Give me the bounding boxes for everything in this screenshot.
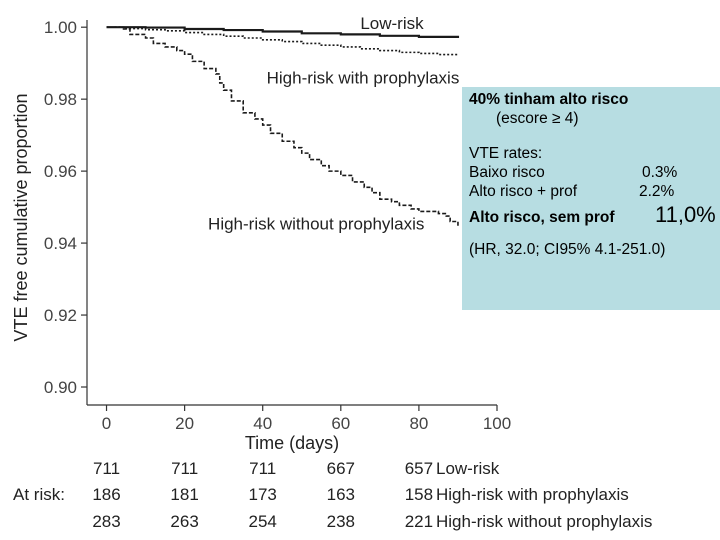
- y-tick-label: 0.98: [44, 90, 77, 109]
- at-risk-label: At risk:: [13, 485, 65, 504]
- at-risk-row-name: High-risk with prophylaxis: [436, 485, 629, 504]
- x-tick-label: 80: [409, 414, 428, 433]
- at-risk-count: 711: [171, 459, 198, 478]
- rate-label: Alto risco, sem prof: [469, 209, 615, 226]
- rate-value: 0.3%: [642, 164, 678, 181]
- x-tick-label: 60: [331, 414, 350, 433]
- y-tick-label: 0.90: [44, 378, 77, 397]
- curve-label-1: Low-risk: [360, 14, 424, 33]
- rate-row-prophylaxis: Alto risco + prof 2.2%: [469, 182, 720, 201]
- rate-label: Alto risco + prof: [469, 183, 578, 200]
- at-risk-count: 173: [249, 485, 277, 504]
- at-risk-count: 254: [249, 512, 277, 531]
- info-subtitle: (escore ≥ 4): [496, 110, 579, 127]
- at-risk-count: 158: [405, 485, 433, 504]
- km-curve-1: [106, 26, 460, 39]
- at-risk-count: 186: [92, 485, 120, 504]
- at-risk-row-name: Low-risk: [436, 459, 500, 478]
- y-tick-label: 0.96: [44, 162, 77, 181]
- at-risk-count: 711: [93, 459, 120, 478]
- x-tick-label: 0: [102, 414, 111, 433]
- y-tick-label: 0.92: [44, 306, 77, 325]
- at-risk-count: 238: [327, 512, 355, 531]
- y-axis-title: VTE free cumulative proportion: [11, 93, 31, 341]
- x-tick-label: 100: [483, 414, 511, 433]
- at-risk-count: 283: [92, 512, 120, 531]
- hazard-ratio: (HR, 32.0; CI95% 4.1-251.0): [469, 241, 666, 258]
- info-title: 40% tinham alto risco: [469, 91, 629, 108]
- at-risk-count: 667: [327, 459, 355, 478]
- vte-info-box: 40% tinham alto risco (escore ≥ 4) VTE r…: [462, 87, 720, 310]
- at-risk-count: 221: [405, 512, 433, 531]
- at-risk-count: 657: [405, 459, 433, 478]
- rate-value: 2.2%: [639, 183, 675, 200]
- curve-label-3: High-risk without prophylaxis: [208, 214, 424, 233]
- y-tick-label: 0.94: [44, 234, 77, 253]
- at-risk-count: 263: [170, 512, 198, 531]
- at-risk-row-name: High-risk without prophylaxis: [436, 512, 652, 531]
- rate-value-highlight: 11,0%: [655, 202, 716, 227]
- at-risk-count: 181: [170, 485, 198, 504]
- curve-label-2: High-risk with prophylaxis: [267, 69, 460, 88]
- at-risk-count: 711: [249, 459, 276, 478]
- km-curve-3: [106, 26, 459, 227]
- y-tick-label: 1.00: [44, 18, 77, 37]
- at-risk-count: 163: [327, 485, 355, 504]
- rates-title: VTE rates:: [469, 145, 543, 162]
- x-tick-label: 40: [253, 414, 272, 433]
- rate-row-no-prophylaxis: Alto risco, sem prof 11,0%: [469, 202, 720, 227]
- rate-row-low: Baixo risco 0.3%: [469, 163, 720, 182]
- x-tick-label: 20: [175, 414, 194, 433]
- rate-label: Baixo risco: [469, 164, 545, 181]
- x-axis-title: Time (days): [245, 433, 339, 453]
